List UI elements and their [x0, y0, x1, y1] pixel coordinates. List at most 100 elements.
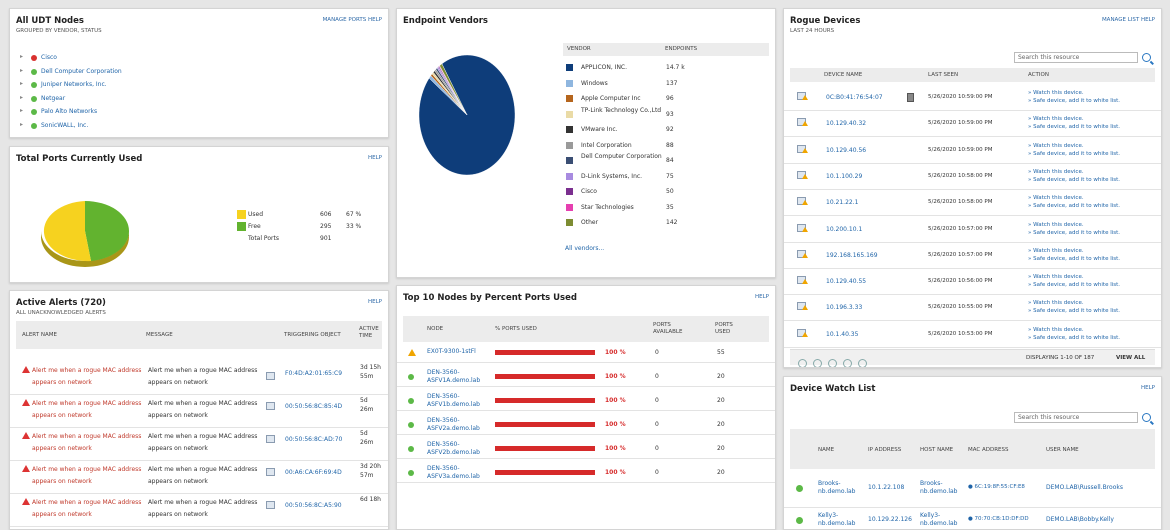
vendor-row[interactable]: Other 142 [397, 216, 775, 231]
device-name-link[interactable]: 10.196.3.33 [826, 304, 863, 312]
table-row[interactable]: DEN-3560-ASFV3a.demo.lab 100 % 0 20 [397, 465, 775, 490]
device-name-link[interactable]: 10.1.40.35 [826, 330, 859, 338]
table-row[interactable]: Alert me when a rogue MAC address appear… [10, 396, 388, 428]
col-last-seen[interactable]: LAST SEEN [928, 72, 959, 78]
safe-device-link[interactable]: » Safe device, add it to white list. [1028, 308, 1121, 315]
watch-device-link[interactable]: » Watch this device. [1028, 274, 1084, 281]
ip-address-link[interactable]: 10.1.22.108 [868, 484, 905, 491]
col-triggering-object[interactable]: TRIGGERING OBJECT [284, 332, 341, 338]
col-ip-address[interactable]: IP ADDRESS [868, 447, 902, 453]
tree-node[interactable]: ▸ Juniper Networks, Inc. [10, 80, 388, 92]
host-name-link[interactable]: Brooks-nb.demo.lab [920, 480, 958, 495]
user-name-link[interactable]: DEMO.LAB\Bobby.Kelly [1046, 516, 1114, 523]
tree-node-label[interactable]: Netgear [41, 94, 66, 102]
col-host-name[interactable]: HOST NAME [920, 447, 954, 453]
col-pct-ports-used[interactable]: % PORTS USED [495, 326, 537, 332]
node-link[interactable]: DEN-3560-ASFV1b.demo.lab [427, 393, 480, 408]
expand-arrow-icon[interactable]: ▸ [20, 93, 24, 101]
prev-page-icon[interactable] [813, 359, 822, 367]
device-name-link[interactable]: 0C:B0:41:76:54:07 [826, 94, 883, 101]
next-page-icon[interactable] [828, 359, 837, 367]
table-row[interactable]: Kelly3-nb.demo.lab 10.129.22.126 Kelly3-nb… [784, 509, 1161, 529]
vendor-row[interactable]: D-Link Systems, Inc. 75 [397, 170, 775, 185]
alert-name-link[interactable]: Alert me when a rogue MAC address appear… [32, 433, 142, 452]
help-link[interactable]: HELP [368, 155, 382, 161]
triggering-object-link[interactable]: F0:4D:A2:01:65:C9 [285, 370, 343, 377]
safe-device-link[interactable]: » Safe device, add it to white list. [1028, 255, 1121, 262]
table-row[interactable]: Brooks-nb.demo.lab 10.1.22.108 Brooks-nb.d… [784, 477, 1161, 508]
table-row[interactable]: DEN-3560-ASFV1A.demo.lab 100 % 0 20 [397, 369, 775, 394]
node-link[interactable]: DEN-3560-ASFV2a.demo.lab [427, 417, 480, 432]
table-row[interactable]: EX0T-9300-1stFl 100 % 0 55 [397, 348, 775, 370]
vendor-row[interactable]: Cisco 50 [397, 185, 775, 200]
col-alert-name[interactable]: ALERT NAME [22, 332, 57, 338]
triggering-object-link[interactable]: 00:50:56:8C:AD:70 [285, 436, 343, 443]
last-page-icon[interactable] [843, 359, 852, 367]
tree-node[interactable]: ▸ Netgear [10, 94, 388, 106]
device-name-link[interactable]: 10.1.100.29 [826, 172, 863, 180]
table-row[interactable]: 10.129.40.55 5/26/2020 10:56:00 PM » Watch… [784, 269, 1161, 296]
table-row[interactable]: 10.200.10.1 5/26/2020 10:57:00 PM » Watch … [784, 217, 1161, 243]
col-endpoints[interactable]: ENDPOINTS [665, 46, 698, 52]
watch-device-link[interactable]: » Watch this device. [1028, 300, 1084, 307]
vendor-row[interactable]: Apple Computer Inc 96 [397, 92, 775, 107]
device-name-link[interactable]: 10.129.40.55 [826, 278, 867, 286]
ip-address-link[interactable]: 10.129.22.126 [868, 516, 912, 523]
device-name-link[interactable]: 10.129.40.32 [826, 120, 867, 128]
tree-node[interactable]: ▸ Palo Alto Networks [10, 107, 388, 119]
col-active-time[interactable]: ACTIVE TIME [359, 326, 379, 339]
watch-device-link[interactable]: » Watch this device. [1028, 247, 1084, 254]
mac-address-link[interactable]: ● 6C:19:8F:55:CF:E8 [968, 484, 1025, 490]
watch-name-link[interactable]: Kelly3-nb.demo.lab [818, 512, 856, 527]
watch-device-link[interactable]: » Watch this device. [1028, 221, 1084, 228]
help-link[interactable]: HELP [368, 299, 382, 305]
safe-device-link[interactable]: » Safe device, add it to white list. [1028, 229, 1121, 236]
col-mac-address[interactable]: MAC ADDRESS [968, 447, 1009, 453]
col-ports-used[interactable]: PORTS USED [715, 322, 733, 335]
triggering-object-link[interactable]: 00:50:56:8C:A5:90 [285, 502, 342, 509]
vendor-row[interactable]: Intel Corporation 88 [397, 139, 775, 154]
device-name-link[interactable]: 10.200.10.1 [826, 225, 863, 233]
search-input[interactable]: Search this resource [1014, 52, 1138, 63]
node-link[interactable]: DEN-3560-ASFV1A.demo.lab [427, 369, 481, 384]
tree-node-label[interactable]: Dell Computer Corporation [41, 67, 122, 75]
table-row[interactable]: Alert me when a rogue MAC address appear… [10, 429, 388, 461]
tree-node-label[interactable]: Palo Alto Networks [41, 108, 98, 115]
alert-name-link[interactable]: Alert me when a rogue MAC address appear… [32, 367, 142, 386]
search-icon[interactable] [1142, 53, 1151, 62]
table-row[interactable]: 192.168.165.169 5/26/2020 10:57:00 PM » Wa… [784, 243, 1161, 269]
col-node[interactable]: NODE [427, 326, 444, 332]
all-vendors-link[interactable]: All vendors... [565, 245, 605, 252]
device-name-link[interactable]: 10.21.22.1 [826, 199, 859, 207]
table-row[interactable]: DEN-3560-ASFV1b.demo.lab 100 % 0 20 [397, 393, 775, 418]
device-name-link[interactable]: 10.129.40.56 [826, 146, 867, 154]
table-row[interactable]: Alert me when a rogue MAC address appear… [10, 363, 388, 395]
help-link[interactable]: HELP [1141, 385, 1155, 391]
table-row[interactable]: DEN-3560-ASFV2b.demo.lab 100 % 0 20 [397, 441, 775, 466]
alert-name-link[interactable]: Alert me when a rogue MAC address appear… [32, 499, 142, 518]
watch-name-link[interactable]: Brooks-nb.demo.lab [818, 480, 856, 495]
alert-name-link[interactable]: Alert me when a rogue MAC address appear… [32, 400, 142, 419]
device-name-link[interactable]: 192.168.165.169 [826, 251, 878, 259]
tree-node[interactable]: ▸ Cisco [10, 53, 388, 65]
safe-device-link[interactable]: » Safe device, add it to white list. [1028, 98, 1121, 104]
expand-arrow-icon[interactable]: ▸ [20, 107, 24, 114]
vendor-row[interactable]: APPLICON, INC. 14.7 k [397, 61, 775, 76]
expand-arrow-icon[interactable]: ▸ [20, 120, 24, 128]
safe-device-link[interactable]: » Safe device, add it to white list. [1028, 334, 1121, 341]
table-row[interactable]: 10.129.40.32 5/26/2020 10:59:00 PM » Watch… [784, 111, 1161, 138]
manage-ports-help-links[interactable]: MANAGE PORTS HELP [322, 17, 382, 23]
watch-device-link[interactable]: » Watch this device. [1028, 168, 1084, 175]
host-name-link[interactable]: Kelly3-nb.demo.lab [920, 512, 958, 527]
col-device-name[interactable]: DEVICE NAME [824, 72, 863, 78]
expand-arrow-icon[interactable]: ▸ [20, 66, 24, 74]
tree-node[interactable]: ▸ SonicWALL, Inc. [10, 121, 388, 133]
safe-device-link[interactable]: » Safe device, add it to white list. [1028, 124, 1121, 131]
col-ports-available[interactable]: PORTS AVAILABLE [653, 322, 683, 335]
safe-device-link[interactable]: » Safe device, add it to white list. [1028, 203, 1121, 210]
vendor-row[interactable]: Windows 137 [397, 77, 775, 92]
vendor-row[interactable]: VMware Inc. 92 [397, 123, 775, 138]
table-row[interactable]: Alert me when a rogue MAC address appear… [10, 462, 388, 494]
first-page-icon[interactable] [798, 359, 807, 367]
vendor-row[interactable]: TP-Link Technology Co.,Ltd 93 [397, 107, 775, 123]
